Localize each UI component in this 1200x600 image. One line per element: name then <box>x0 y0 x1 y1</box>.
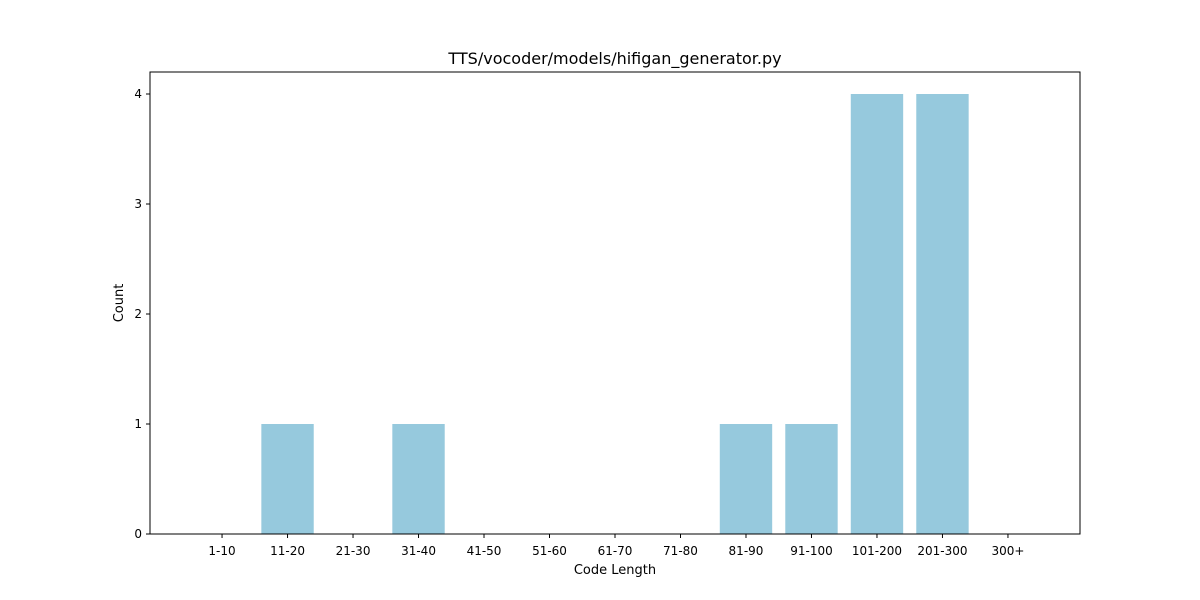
chart-title: TTS/vocoder/models/hifigan_generator.py <box>447 49 781 69</box>
y-ticks-group: 0 1 2 3 4 <box>134 87 150 541</box>
bars-group <box>261 94 969 534</box>
x-ticks-group: 1-10 11-20 21-30 31-40 41-50 51-60 61-70 71-80 8… <box>208 534 1024 558</box>
x-tick-label: 41-50 <box>467 544 502 558</box>
x-tick-label: 1-10 <box>208 544 235 558</box>
x-tick-label: 61-70 <box>598 544 633 558</box>
bar-81-90 <box>719 424 773 534</box>
y-tick-label: 2 <box>134 307 142 321</box>
bar-101-200 <box>850 94 904 534</box>
x-tick-label: 91-100 <box>790 544 833 558</box>
bar-91-100 <box>785 424 838 534</box>
x-tick-label: 201-300 <box>917 544 967 558</box>
y-axis-label: Count <box>112 284 127 323</box>
x-tick-label: 11-20 <box>270 544 305 558</box>
y-tick-label: 4 <box>134 87 142 101</box>
y-tick-label: 3 <box>134 197 142 211</box>
bar-31-40 <box>392 424 445 534</box>
y-tick-label: 0 <box>134 527 142 541</box>
y-tick-label: 1 <box>134 417 142 431</box>
x-tick-label: 101-200 <box>852 544 902 558</box>
x-tick-label: 71-80 <box>663 544 698 558</box>
plot-frame <box>149 71 1081 535</box>
bar-201-300 <box>916 94 969 534</box>
x-tick-label: 300+ <box>991 544 1024 558</box>
x-axis-label: Code Length <box>574 563 656 578</box>
x-tick-label: 51-60 <box>532 544 567 558</box>
x-tick-label: 31-40 <box>401 544 436 558</box>
x-tick-label: 81-90 <box>729 544 764 558</box>
bar-11-20 <box>261 424 314 534</box>
x-tick-label: 21-30 <box>336 544 371 558</box>
